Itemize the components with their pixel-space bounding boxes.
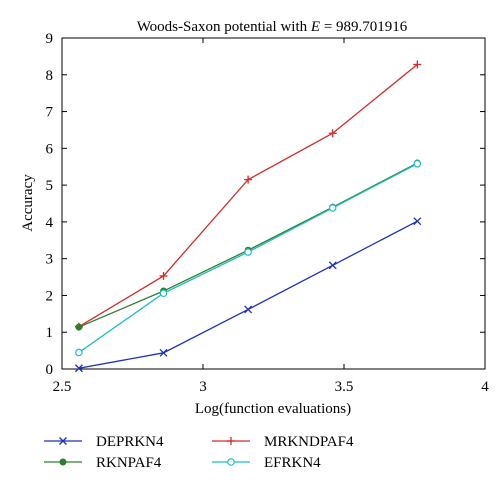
y-tick-label: 8 bbox=[46, 68, 54, 84]
data-point bbox=[159, 289, 168, 298]
legend-label: MRKNDPAF4 bbox=[264, 434, 354, 450]
y-axis-title: Accuracy bbox=[20, 174, 36, 232]
data-point bbox=[244, 305, 253, 314]
x-tick-label: 3.5 bbox=[335, 379, 354, 395]
x-tick-label: 2.5 bbox=[53, 379, 72, 395]
series-line bbox=[78, 163, 418, 353]
axis-ticks: 2.5 3 3.5 4 0 1 2 3 4 5 6 7 8 9 bbox=[46, 31, 490, 395]
data-point bbox=[328, 204, 337, 212]
legend-label: EFRKN4 bbox=[264, 455, 321, 471]
data-point bbox=[75, 323, 83, 331]
y-tick-label: 4 bbox=[46, 215, 54, 231]
x-axis-title: Log(function evaluations) bbox=[195, 401, 351, 417]
legend-label: DEPRKN4 bbox=[96, 434, 164, 450]
series-line bbox=[78, 63, 418, 328]
data-point bbox=[413, 217, 422, 226]
y-tick-label: 0 bbox=[46, 362, 54, 378]
data-point bbox=[328, 261, 337, 270]
y-tick-label: 2 bbox=[46, 288, 54, 304]
chart-title-suffix: = 989.701916 bbox=[320, 19, 408, 35]
legend-label: RKNPAF4 bbox=[96, 455, 162, 471]
data-point bbox=[227, 458, 235, 466]
data-point bbox=[59, 458, 67, 466]
legend-item-rknpaf4: RKNPAF4 bbox=[44, 455, 162, 471]
series-rknpaf4 bbox=[75, 159, 421, 331]
y-tick-label: 7 bbox=[46, 105, 54, 121]
series-efrkn4 bbox=[75, 159, 422, 357]
legend: DEPRKN4 MRKNDPAF4 RKNPAF4 EFRKN4 bbox=[44, 434, 354, 471]
legend-item-efrkn4: EFRKN4 bbox=[212, 455, 321, 471]
series-line bbox=[78, 162, 418, 328]
plot-area bbox=[61, 37, 486, 370]
series-mrkndpaf4 bbox=[74, 60, 422, 331]
chart-title: Woods-Saxon potential with E = 989.70191… bbox=[137, 19, 408, 35]
data-point bbox=[244, 248, 252, 256]
y-tick-label: 3 bbox=[46, 252, 54, 268]
data-point bbox=[413, 159, 422, 168]
y-tick-label: 9 bbox=[46, 31, 54, 47]
data-point bbox=[75, 348, 83, 357]
y-tick-label: 1 bbox=[46, 325, 54, 341]
x-tick-label: 4 bbox=[481, 379, 489, 395]
plot-frame bbox=[61, 37, 486, 370]
legend-item-deprkn4: DEPRKN4 bbox=[44, 434, 164, 450]
legend-item-mrkndpaf4: MRKNDPAF4 bbox=[212, 434, 354, 450]
series-layer bbox=[74, 60, 422, 373]
data-point bbox=[59, 437, 67, 445]
y-tick-label: 5 bbox=[46, 178, 54, 194]
series-line bbox=[78, 220, 418, 369]
chart-title-prefix: Woods-Saxon potential with bbox=[137, 19, 311, 35]
data-point bbox=[159, 348, 168, 357]
x-tick-label: 3 bbox=[199, 379, 207, 395]
series-deprkn4 bbox=[74, 217, 422, 373]
chart-title-variable: E bbox=[310, 19, 320, 35]
data-point bbox=[74, 364, 83, 373]
y-tick-label: 6 bbox=[46, 141, 54, 157]
